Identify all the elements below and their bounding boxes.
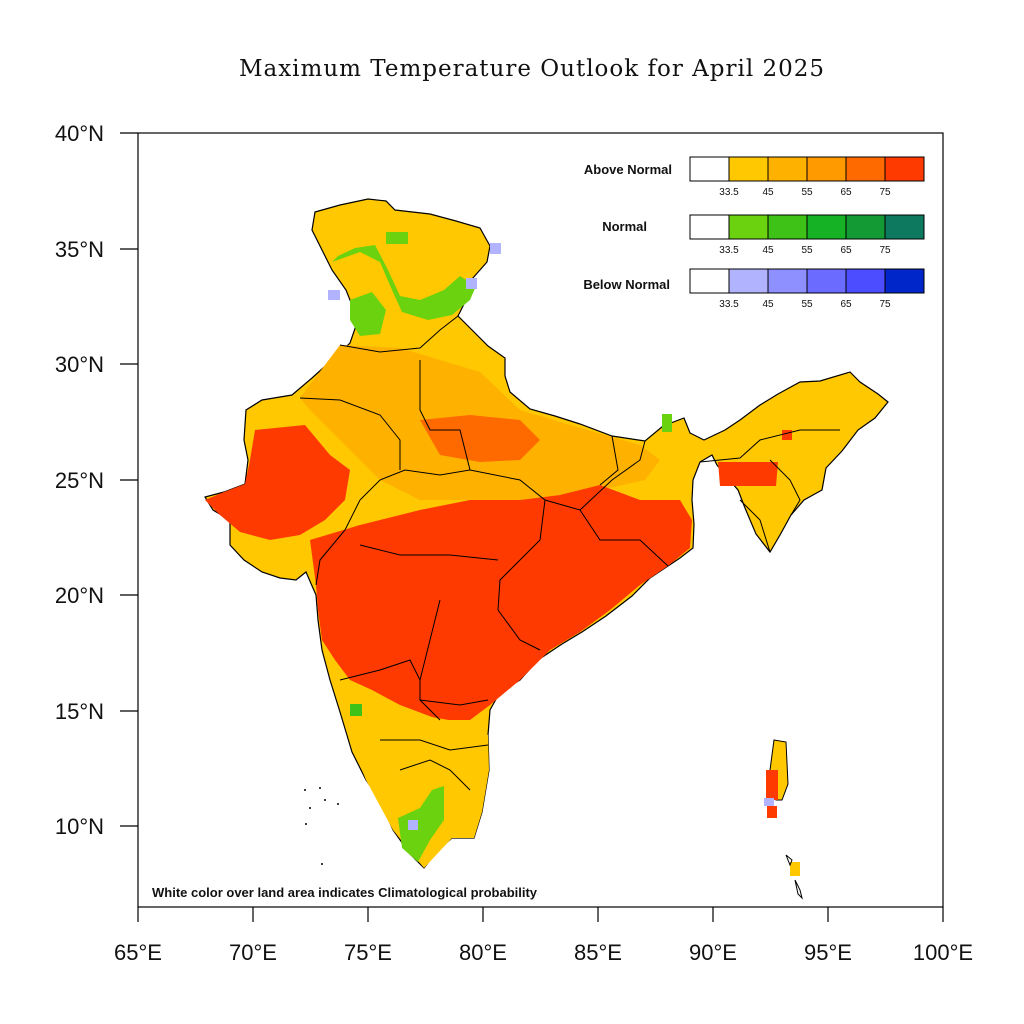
legend-tick: 45 — [762, 299, 774, 310]
below-normal-pixel-1 — [328, 290, 340, 300]
legend-tick: 65 — [840, 187, 852, 198]
x-tick-label: 65°E — [114, 940, 162, 965]
y-tick-label: 10°N — [55, 814, 104, 839]
legend-swatch — [806, 156, 847, 182]
x-axis-ticks — [137, 907, 944, 922]
normal-zone-north-2 — [350, 292, 386, 336]
above-normal-high-zone-ne — [718, 462, 778, 486]
andaman-red — [766, 770, 778, 800]
normal-zone-east — [662, 414, 672, 432]
legend-swatch — [767, 156, 808, 182]
above-normal-high-zone-north — [420, 415, 540, 462]
below-normal-pixel-3 — [466, 278, 477, 289]
legend-swatch — [845, 156, 886, 182]
y-axis-ticks — [120, 132, 138, 827]
map-title: Maximum Temperature Outlook for April 20… — [238, 56, 826, 82]
legend-tick: 45 — [762, 245, 774, 256]
below-normal-pixel-2 — [490, 243, 501, 254]
legend-bar-below-normal — [689, 268, 925, 294]
x-tick-label: 80°E — [459, 940, 507, 965]
y-tick-label: 25°N — [55, 468, 104, 493]
andaman-blue — [764, 798, 774, 806]
below-normal-pixel-4 — [408, 820, 418, 830]
legend-label-below-normal: Below Normal — [583, 277, 670, 292]
legend-swatch — [845, 214, 886, 240]
legend-swatch — [728, 268, 769, 294]
legend-tick: 55 — [801, 187, 813, 198]
x-tick-labels: 65°E 70°E 75°E 80°E 85°E 90°E 95°E 100°E — [114, 940, 973, 965]
legend-tick: 75 — [879, 245, 891, 256]
legend-swatch — [884, 156, 925, 182]
legend-label-normal: Normal — [602, 219, 647, 234]
legend-swatch — [728, 156, 769, 182]
india-map — [204, 198, 889, 900]
legend-tick: 65 — [840, 245, 852, 256]
legend-swatch — [728, 214, 769, 240]
legend-tick: 75 — [879, 187, 891, 198]
state-boundaries — [299, 315, 840, 791]
legend-bar-above-normal — [689, 156, 925, 182]
x-tick-label: 100°E — [913, 940, 973, 965]
normal-zone-north — [332, 245, 476, 320]
legend-ticks-normal: 33.5 45 55 65 75 — [719, 245, 891, 256]
legend-swatch — [689, 268, 730, 294]
legend-ticks-below-normal: 33.5 45 55 65 75 — [719, 299, 891, 310]
legend-swatch — [806, 214, 847, 240]
legend-swatch — [689, 156, 730, 182]
above-normal-ne-pixel — [782, 430, 792, 440]
legend-tick: 33.5 — [719, 245, 739, 256]
y-tick-label: 30°N — [55, 352, 104, 377]
legend-swatch — [767, 268, 808, 294]
nicobar-islands — [785, 854, 803, 900]
legend-tick: 55 — [801, 245, 813, 256]
plot-frame — [137, 132, 944, 908]
legend-tick: 55 — [801, 299, 813, 310]
x-tick-label: 85°E — [574, 940, 622, 965]
climatology-note: White color over land area indicates Cli… — [152, 885, 538, 900]
legend-tick: 45 — [762, 187, 774, 198]
x-tick-label: 70°E — [229, 940, 277, 965]
y-tick-label: 15°N — [55, 699, 104, 724]
legend-swatch — [767, 214, 808, 240]
legend-ticks-above-normal: 33.5 45 55 65 75 — [719, 187, 891, 198]
legend-swatch — [806, 268, 847, 294]
legend-label-above-normal: Above Normal — [584, 162, 672, 177]
x-tick-label: 75°E — [344, 940, 392, 965]
legend-swatch — [845, 268, 886, 294]
legend-tick: 65 — [840, 299, 852, 310]
x-tick-label: 95°E — [804, 940, 852, 965]
normal-zone-wcoast — [350, 704, 362, 716]
legend-swatch — [884, 214, 925, 240]
normal-zone-north-3 — [386, 232, 408, 244]
legend-tick: 33.5 — [719, 299, 739, 310]
y-tick-label: 40°N — [55, 121, 104, 146]
andaman-red-2 — [767, 806, 777, 818]
y-tick-label: 20°N — [55, 583, 104, 608]
y-tick-labels: 40°N 35°N 30°N 25°N 20°N 15°N 10°N — [55, 121, 104, 839]
legend-swatch — [689, 214, 730, 240]
legend-tick: 33.5 — [719, 187, 739, 198]
y-tick-label: 35°N — [55, 237, 104, 262]
legend-swatch — [884, 268, 925, 294]
above-normal-low-south — [340, 700, 489, 868]
x-tick-label: 90°E — [689, 940, 737, 965]
legend: Above Normal 33.5 45 55 65 75 Normal — [583, 156, 925, 310]
normal-zone-south — [398, 786, 444, 862]
nicobar-yellow — [790, 862, 800, 876]
legend-bar-normal — [689, 214, 925, 240]
lakshadweep-islands — [304, 787, 339, 865]
above-normal-high-zone-west — [205, 425, 350, 540]
legend-tick: 75 — [879, 299, 891, 310]
